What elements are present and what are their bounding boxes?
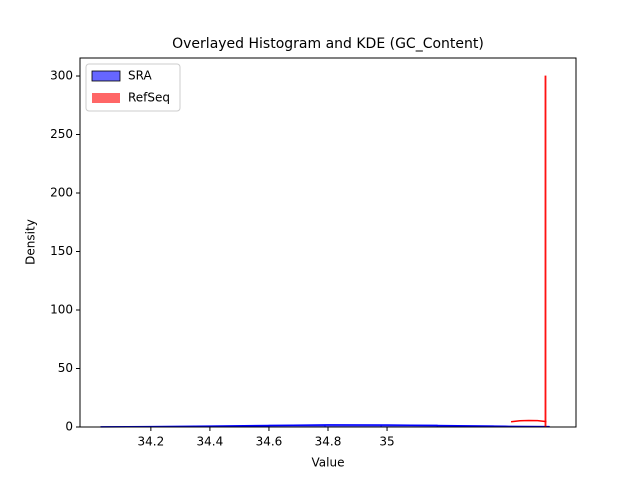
legend-label: SRA — [128, 69, 152, 83]
legend-label: RefSeq — [128, 91, 170, 105]
y-tick-label: 250 — [50, 127, 73, 141]
plot-frame — [79, 57, 577, 428]
x-tick-label: 34.8 — [315, 435, 342, 449]
y-tick-label: 300 — [50, 69, 73, 83]
legend-swatch — [92, 93, 120, 103]
x-tick-label: 35 — [379, 435, 394, 449]
chart-title: Overlayed Histogram and KDE (GC_Content) — [172, 36, 484, 52]
x-tick-label: 34.4 — [197, 435, 224, 449]
kde-line — [510, 419, 547, 423]
kde-line — [100, 424, 550, 428]
x-tick-label: 34.2 — [137, 435, 164, 449]
y-tick-label: 100 — [50, 303, 73, 317]
y-axis-label: Density — [24, 219, 38, 265]
y-tick-label: 200 — [50, 186, 73, 200]
x-tick-label: 34.6 — [256, 435, 283, 449]
hist-bar — [544, 75, 547, 428]
y-tick-label: 150 — [50, 244, 73, 258]
x-axis-label: Value — [312, 456, 345, 470]
y-tick-label: 50 — [58, 361, 73, 375]
legend-swatch — [91, 70, 121, 82]
y-tick-label: 0 — [65, 420, 73, 434]
